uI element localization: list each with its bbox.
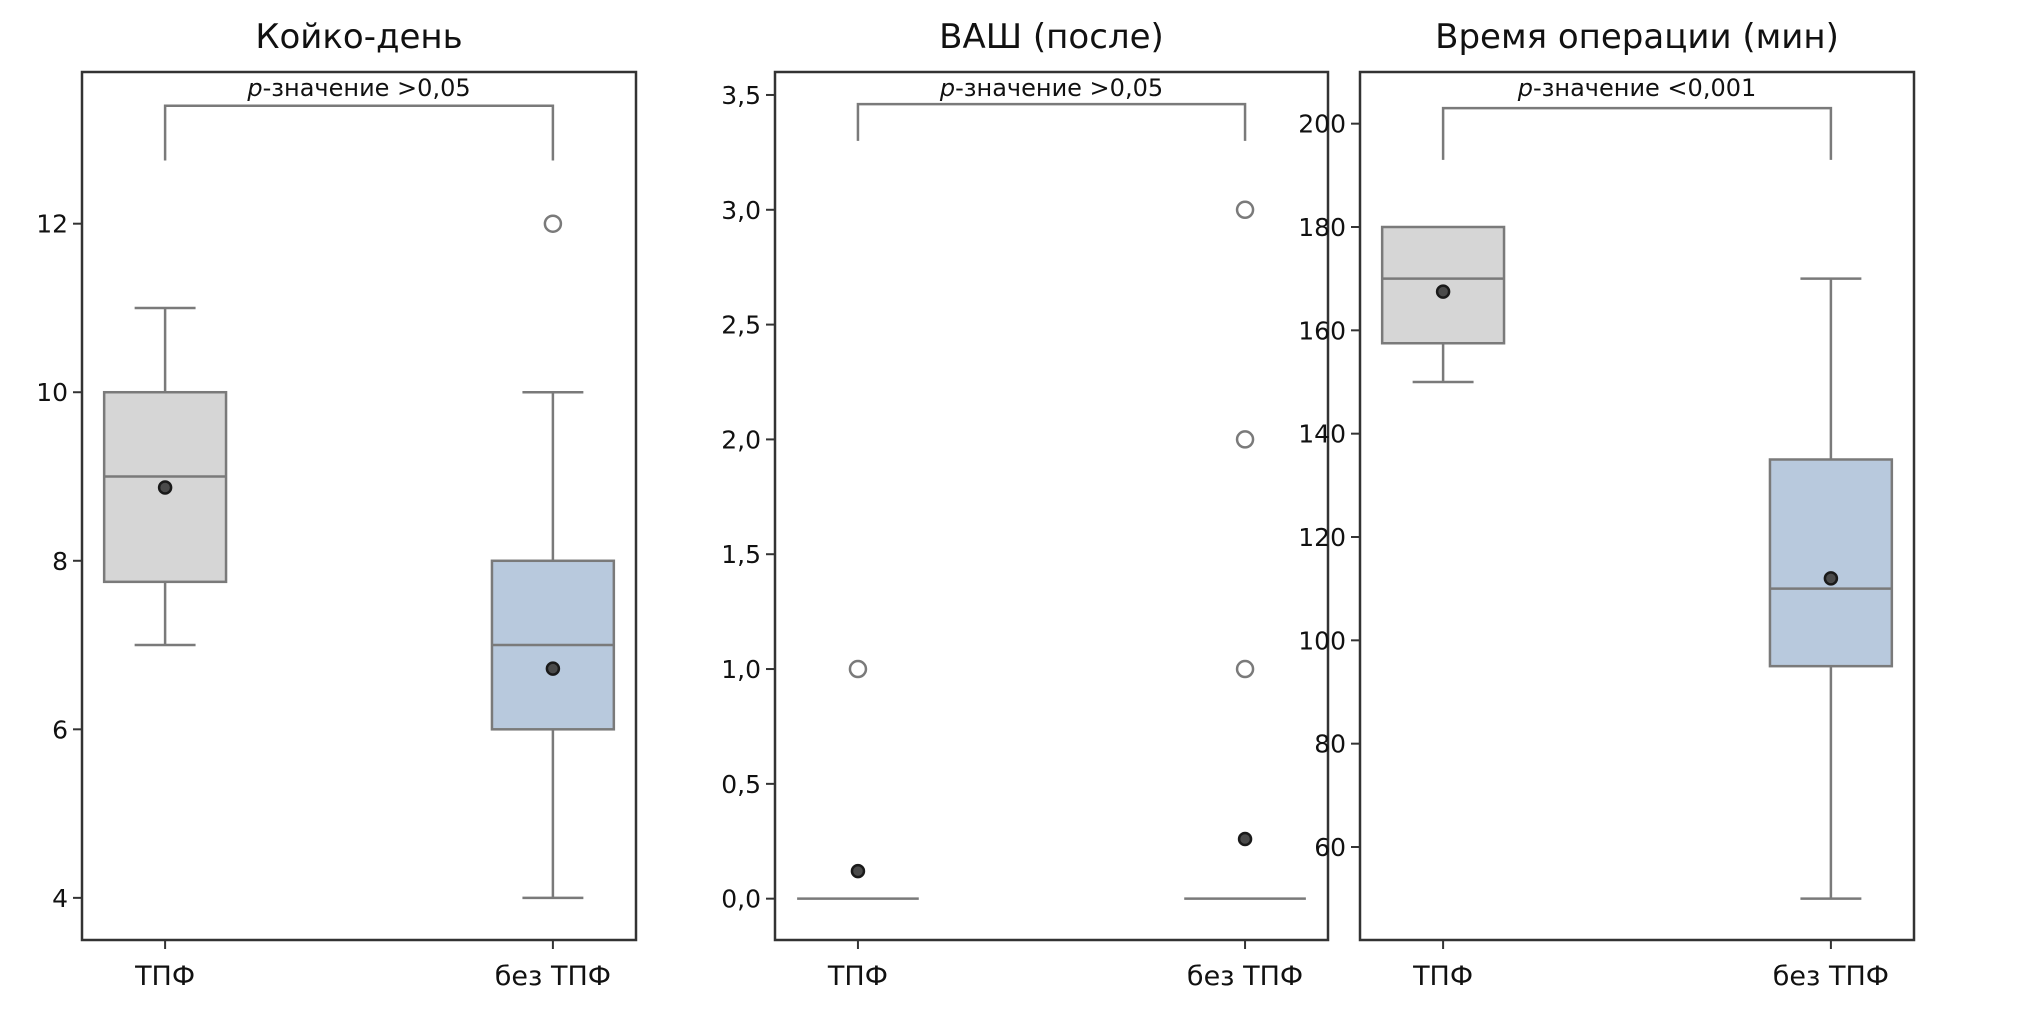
chart-title: Койко-день — [255, 17, 462, 57]
chart-title: ВАШ (после) — [939, 17, 1164, 57]
y-tick-label: 3,0 — [721, 196, 761, 225]
p-value-label: p-значение <0,001 — [1517, 74, 1757, 102]
outlier-point — [1235, 430, 1255, 449]
significance-bracket — [856, 102, 1247, 141]
box-tpf — [797, 659, 919, 900]
y-tick-label: 10 — [36, 378, 68, 407]
plot-frame — [80, 70, 638, 942]
y-tick-label: 120 — [1298, 523, 1346, 552]
box-tpf — [102, 306, 228, 647]
mean-point — [850, 863, 866, 879]
y-tick-label: 8 — [52, 547, 68, 576]
significance-bracket — [163, 104, 555, 161]
y-tick-label: 4 — [52, 884, 68, 913]
p-value-text: -значение >0,05 — [955, 74, 1163, 102]
mean-point — [157, 480, 173, 495]
y-tick-label: 12 — [36, 210, 68, 239]
y-tick-label: 180 — [1298, 213, 1346, 242]
mean-point — [545, 661, 561, 676]
x-category-label: ТПФ — [1412, 961, 1473, 992]
outlier-point — [543, 214, 563, 233]
p-value-label: p-значение >0,05 — [939, 74, 1163, 102]
mean-point — [1823, 571, 1839, 586]
outlier-point — [1235, 659, 1255, 679]
y-tick-label: 0,0 — [721, 885, 761, 914]
p-value-text: -значение >0,05 — [263, 74, 471, 102]
mean-point — [1237, 831, 1253, 847]
p-symbol: p — [1517, 74, 1533, 102]
iqr-box — [1380, 225, 1506, 345]
x-category-label: ТПФ — [827, 961, 888, 992]
y-tick-label: 60 — [1314, 833, 1346, 862]
y-tick-label: 200 — [1298, 110, 1346, 139]
y-tick-label: 160 — [1298, 316, 1346, 345]
p-symbol: p — [939, 74, 955, 102]
chart-panel-2: ВАШ (после) 0,0 0,5 1,0 1,5 2,0 2,5 3,0 3,5 ТПФ бе… — [721, 17, 1330, 992]
mean-point — [1435, 284, 1451, 299]
iqr-box — [1768, 458, 1894, 668]
x-category-label: без ТПФ — [1187, 961, 1303, 992]
x-category-label: без ТПФ — [1773, 961, 1889, 992]
p-symbol: p — [246, 74, 262, 102]
outlier-point — [1235, 200, 1255, 220]
y-tick-label: 140 — [1298, 420, 1346, 449]
plot-frame — [773, 70, 1330, 942]
y-tick-label: 2,5 — [721, 311, 761, 340]
y-tick-label: 2,0 — [721, 425, 761, 454]
y-tick-label: 3,5 — [721, 81, 761, 110]
y-tick-label: 80 — [1314, 730, 1346, 759]
box-tpf — [1380, 225, 1506, 384]
y-tick-label: 100 — [1298, 626, 1346, 655]
chart-panel-1: Койко-день 4 6 8 10 12 ТПФ без ТПФ p-значение >0… — [36, 17, 638, 992]
box-no-tpf — [1184, 200, 1306, 900]
significance-bracket — [1441, 106, 1833, 160]
y-tick-label: 1,0 — [721, 655, 761, 684]
box-no-tpf — [1768, 277, 1894, 900]
x-category-label: без ТПФ — [495, 961, 611, 992]
plot-frame — [1358, 70, 1916, 942]
chart-title: Время операции (мин) — [1435, 17, 1839, 57]
y-tick-label: 0,5 — [721, 770, 761, 799]
box-no-tpf — [490, 214, 616, 900]
p-value-label: p-значение >0,05 — [246, 74, 470, 102]
outlier-point — [848, 659, 868, 679]
y-tick-label: 1,5 — [721, 540, 761, 569]
y-tick-label: 6 — [52, 715, 68, 744]
x-category-label: ТПФ — [134, 961, 195, 992]
chart-panel-3: Время операции (мин) 60 80 100 120 140 160 180 2… — [1298, 17, 1916, 992]
p-value-text: -значение <0,001 — [1533, 74, 1756, 102]
